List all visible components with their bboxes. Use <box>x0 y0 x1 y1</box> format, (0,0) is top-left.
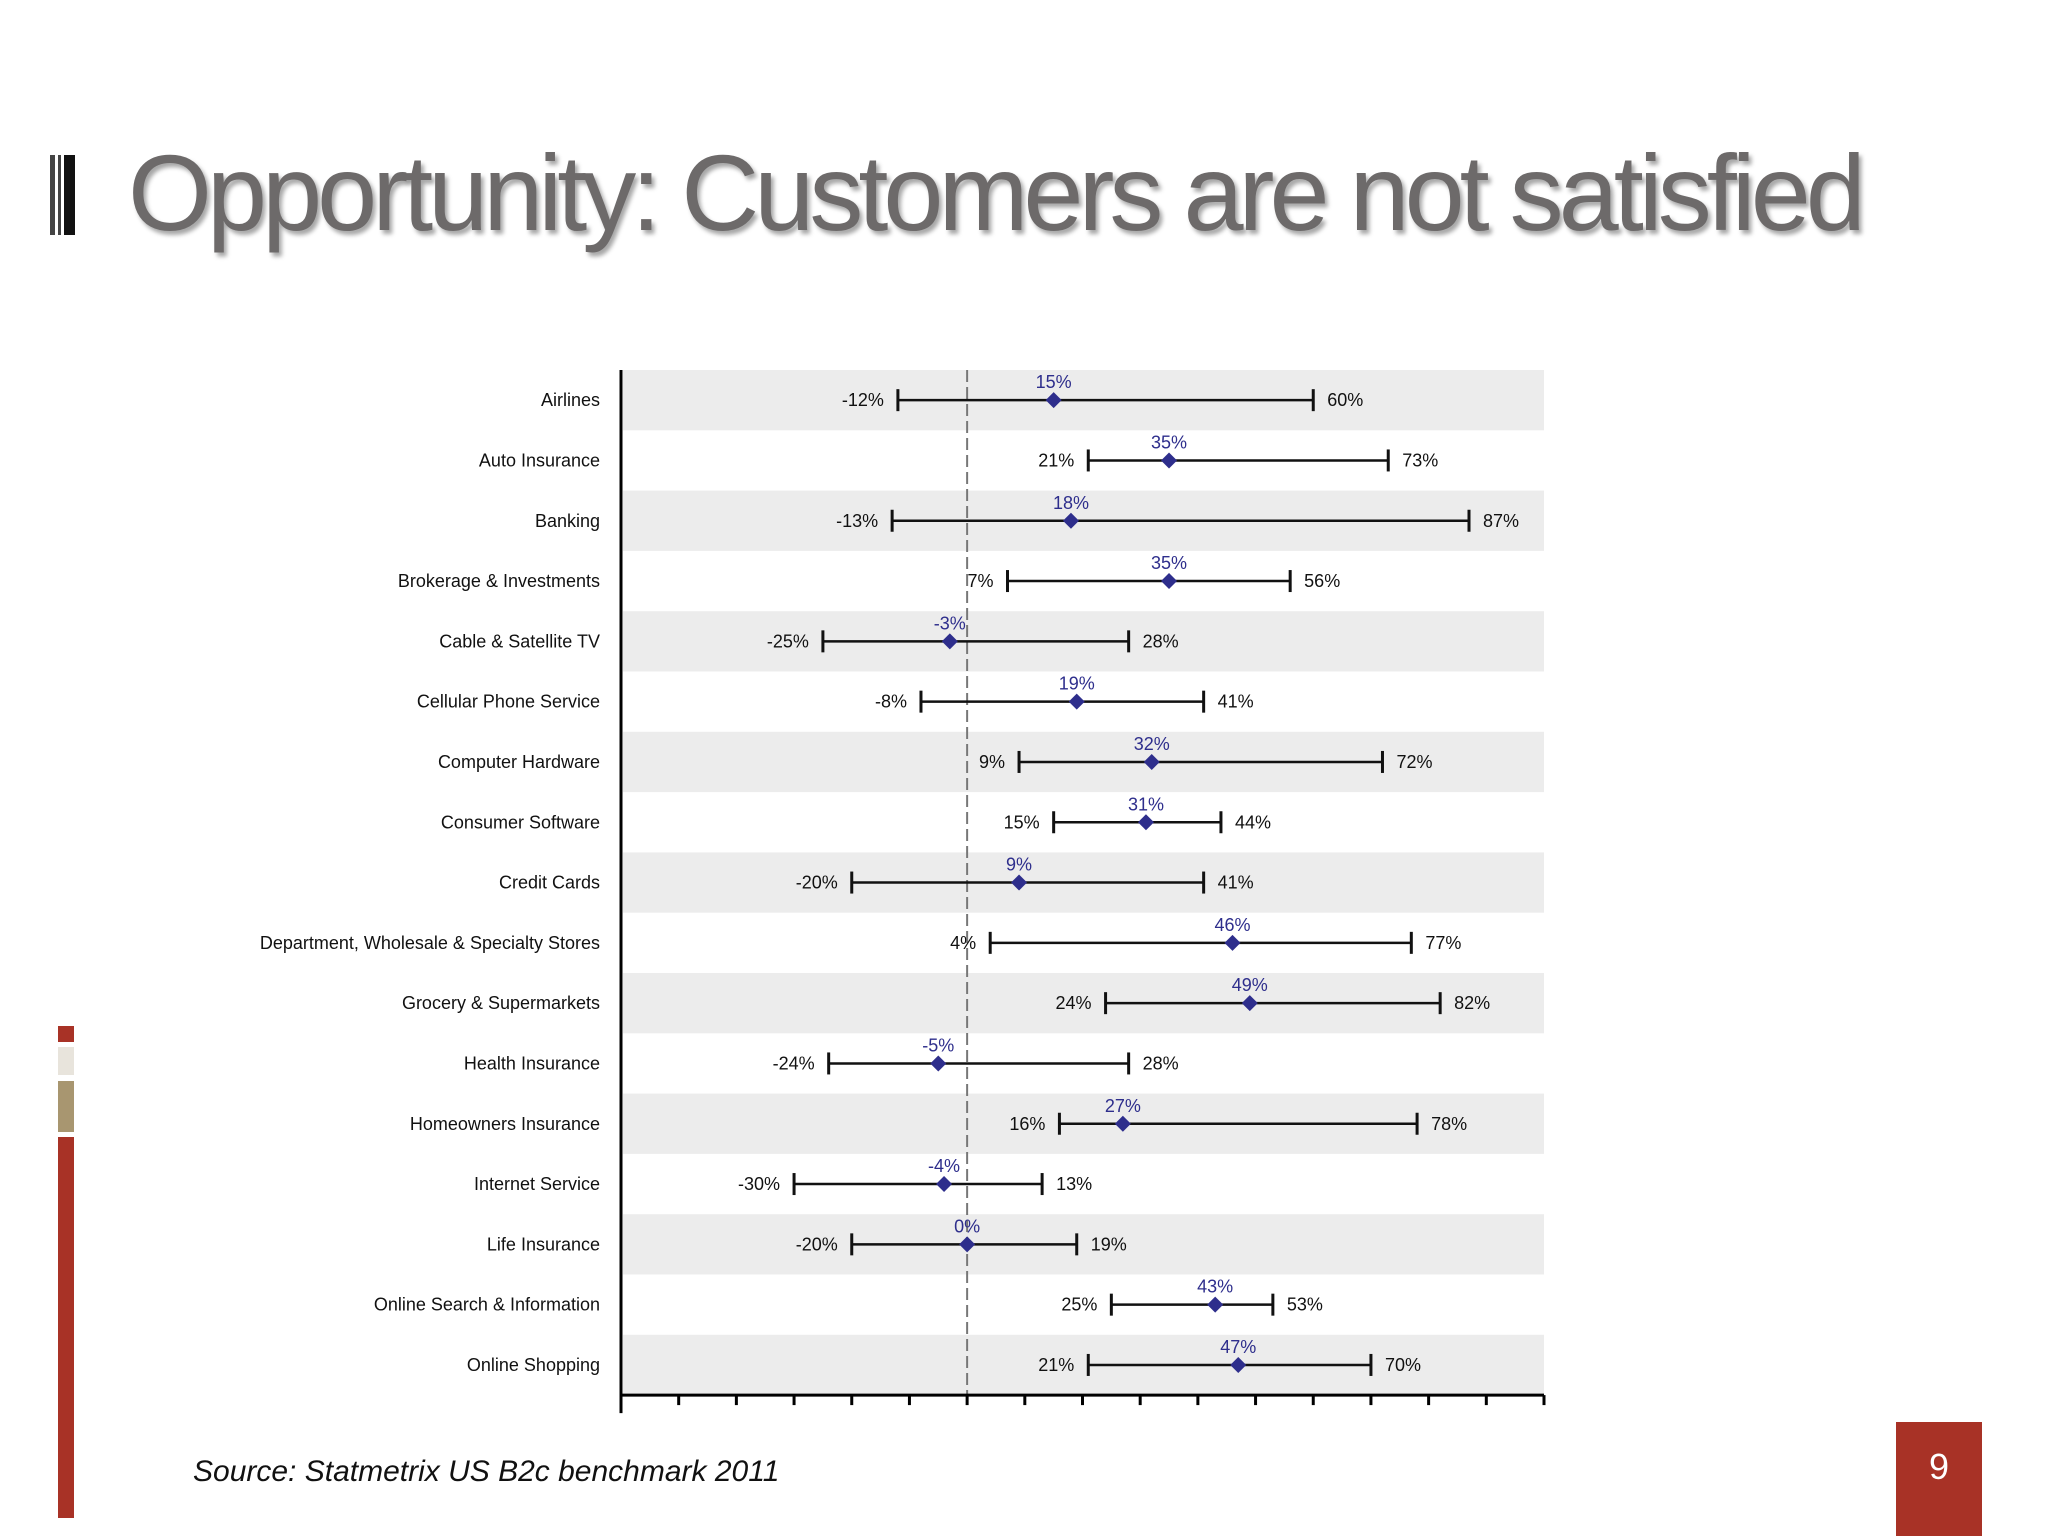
slide-title: Opportunity: Customers are not satisfied <box>128 132 1866 253</box>
category-label: Department, Wholesale & Specialty Stores <box>260 933 600 953</box>
low-value-label: 15% <box>1004 812 1040 832</box>
low-value-label: 25% <box>1061 1295 1097 1315</box>
mid-value-label: 27% <box>1105 1096 1141 1116</box>
category-label: Cellular Phone Service <box>417 692 600 712</box>
side-accent-bar <box>58 1026 74 1042</box>
mid-point-marker <box>1207 1296 1224 1313</box>
category-label: Consumer Software <box>441 812 600 832</box>
mid-point-marker <box>1161 452 1178 469</box>
side-accent-bar <box>58 1081 74 1132</box>
mid-value-label: -4% <box>928 1156 960 1176</box>
mid-value-label: 9% <box>1006 855 1032 875</box>
high-value-label: 73% <box>1402 450 1438 470</box>
high-value-label: 13% <box>1056 1174 1092 1194</box>
mid-value-label: 15% <box>1036 372 1072 392</box>
mid-point-marker <box>1161 573 1178 590</box>
category-label: Cable & Satellite TV <box>439 631 600 651</box>
mid-point-marker <box>1045 392 1062 409</box>
source-note: Source: Statmetrix US B2c benchmark 2011 <box>193 1455 780 1488</box>
mid-point-marker <box>1230 1356 1247 1373</box>
low-value-label: -20% <box>796 1234 838 1254</box>
category-label: Online Search & Information <box>374 1295 600 1315</box>
side-accent-bar <box>58 1137 74 1518</box>
category-label: Life Insurance <box>487 1234 600 1254</box>
mid-point-marker <box>1143 753 1160 770</box>
low-value-label: -30% <box>738 1174 780 1194</box>
low-value-label: -20% <box>796 873 838 893</box>
high-value-label: 72% <box>1396 752 1432 772</box>
category-label: Grocery & Supermarkets <box>402 993 600 1013</box>
low-value-label: 21% <box>1038 450 1074 470</box>
mid-value-label: 19% <box>1059 674 1095 694</box>
high-value-label: 41% <box>1218 873 1254 893</box>
low-value-label: 9% <box>979 752 1005 772</box>
category-label: Online Shopping <box>467 1355 600 1375</box>
low-value-label: 24% <box>1056 993 1092 1013</box>
high-value-label: 87% <box>1483 511 1519 531</box>
mid-point-marker <box>930 1055 947 1072</box>
category-label: Health Insurance <box>464 1053 600 1073</box>
low-value-label: -13% <box>836 511 878 531</box>
high-value-label: 28% <box>1143 1053 1179 1073</box>
high-value-label: 44% <box>1235 812 1271 832</box>
mid-point-marker <box>1224 934 1241 951</box>
high-value-label: 78% <box>1431 1114 1467 1134</box>
low-value-label: -8% <box>875 692 907 712</box>
mid-point-marker <box>1241 995 1258 1012</box>
mid-value-label: -3% <box>934 613 966 633</box>
mid-value-label: 49% <box>1232 975 1268 995</box>
low-value-label: -12% <box>842 390 884 410</box>
high-value-label: 53% <box>1287 1295 1323 1315</box>
mid-value-label: 46% <box>1214 915 1250 935</box>
mid-point-marker <box>1062 512 1079 529</box>
mid-point-marker <box>959 1236 976 1253</box>
mid-value-label: 47% <box>1220 1337 1256 1357</box>
low-value-label: 16% <box>1009 1114 1045 1134</box>
high-value-label: 56% <box>1304 571 1340 591</box>
mid-point-marker <box>936 1176 953 1193</box>
category-label: Internet Service <box>474 1174 600 1194</box>
mid-value-label: 35% <box>1151 432 1187 452</box>
category-label: Brokerage & Investments <box>398 571 600 591</box>
high-value-label: 19% <box>1091 1234 1127 1254</box>
mid-value-label: -5% <box>922 1035 954 1055</box>
high-value-label: 60% <box>1327 390 1363 410</box>
mid-point-marker <box>1137 814 1154 831</box>
row-band <box>623 1334 1544 1396</box>
mid-value-label: 18% <box>1053 493 1089 513</box>
low-value-label: 21% <box>1038 1355 1074 1375</box>
mid-point-marker <box>941 633 958 650</box>
low-value-label: -24% <box>773 1053 815 1073</box>
page-number: 9 <box>1896 1422 1982 1536</box>
high-value-label: 82% <box>1454 993 1490 1013</box>
category-label: Airlines <box>541 390 600 410</box>
category-label: Credit Cards <box>499 873 600 893</box>
low-value-label: 4% <box>950 933 976 953</box>
high-value-label: 41% <box>1218 692 1254 712</box>
mid-value-label: 35% <box>1151 553 1187 573</box>
category-label: Computer Hardware <box>438 752 600 772</box>
mid-point-marker <box>1114 1115 1131 1132</box>
mid-value-label: 32% <box>1134 734 1170 754</box>
side-accent-bar <box>58 1047 74 1075</box>
mid-value-label: 31% <box>1128 794 1164 814</box>
mid-point-marker <box>1068 693 1085 710</box>
high-value-label: 70% <box>1385 1355 1421 1375</box>
low-value-label: -25% <box>767 631 809 651</box>
high-value-label: 77% <box>1425 933 1461 953</box>
category-label: Banking <box>535 511 600 531</box>
low-value-label: 7% <box>967 571 993 591</box>
mid-value-label: 0% <box>954 1216 980 1236</box>
category-label: Homeowners Insurance <box>410 1114 600 1134</box>
category-label: Auto Insurance <box>479 450 600 470</box>
high-value-label: 28% <box>1143 631 1179 651</box>
title-bullet-mark <box>50 155 80 235</box>
mid-value-label: 43% <box>1197 1277 1233 1297</box>
row-band <box>623 1214 1544 1275</box>
mid-point-marker <box>1011 874 1028 891</box>
